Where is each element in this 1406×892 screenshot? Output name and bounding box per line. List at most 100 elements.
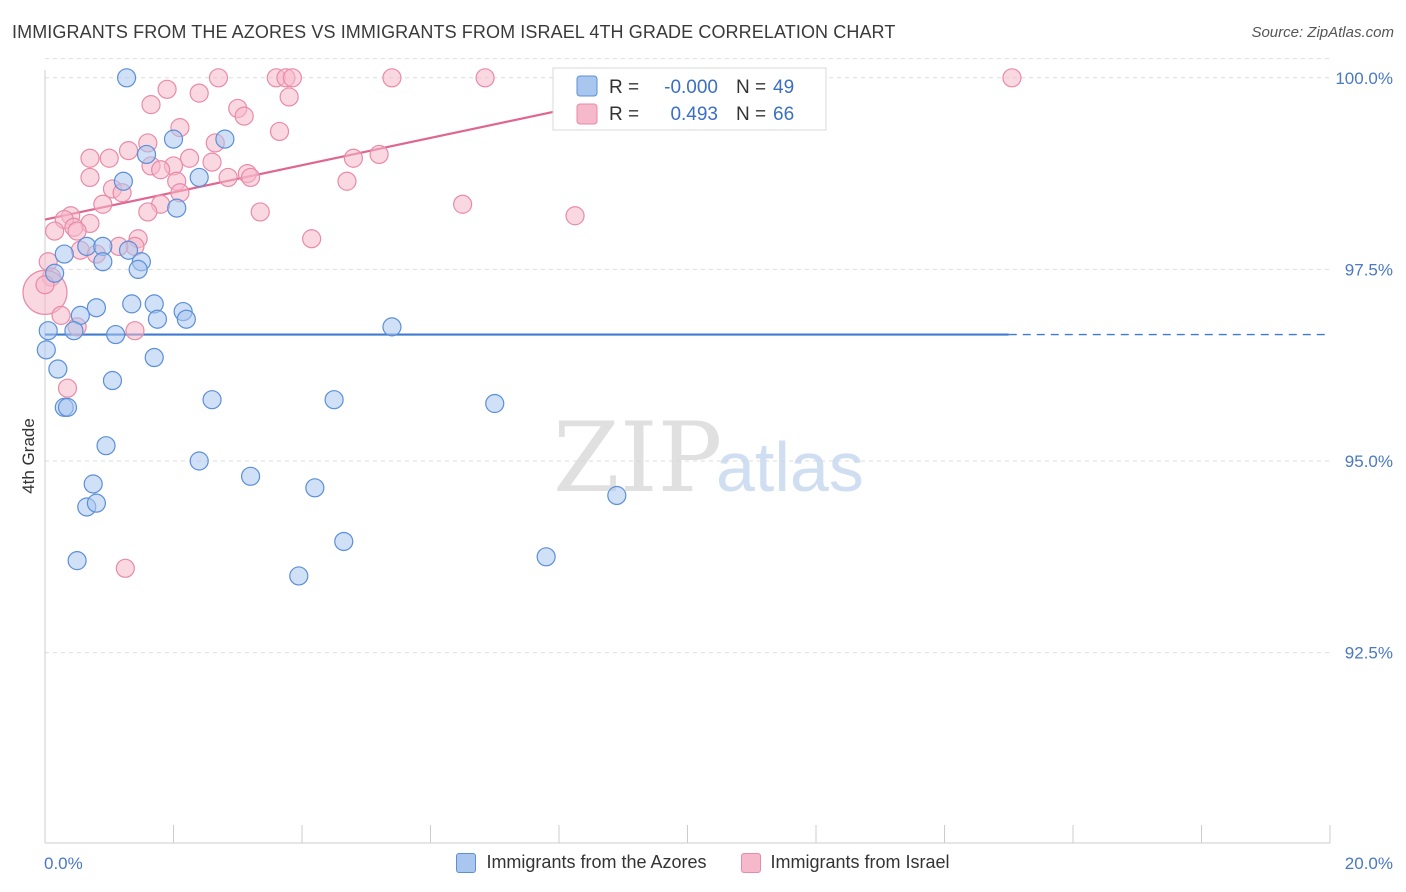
point-azores [382,317,402,337]
y-tick-label: 97.5% [1345,260,1393,279]
point-azores [113,171,133,191]
y-tick-label: 92.5% [1345,644,1393,663]
point-azores [167,198,187,218]
point-israel [337,171,357,191]
point-israel [382,68,402,88]
point-israel [99,148,119,168]
legend-n-value-israel: 66 [773,104,794,125]
point-israel [453,194,473,214]
point-israel [208,68,229,88]
legend-r-value-israel: 0.493 [670,104,718,125]
point-azores [189,167,209,188]
legend-swatch-israel-bottom [740,852,761,873]
point-azores [122,294,142,314]
y-axis-label: 4th Grade [19,418,38,494]
point-azores [289,566,309,586]
point-azores [176,309,196,329]
point-azores [96,436,116,456]
y-tick-label: 100.0% [1335,69,1393,88]
point-azores [334,531,354,552]
legend-r-label-israel: R = [609,104,639,125]
legend-swatch-azores [576,75,598,97]
point-israel [118,141,139,161]
point-israel [234,106,254,126]
point-israel [1002,68,1022,88]
point-azores [86,298,107,318]
tick-labels: 92.5% 95.0% 97.5% 100.0% 0.0% 20.0% [44,69,1393,873]
point-israel [125,321,145,341]
legend-n-label-israel: N = [736,104,766,125]
point-israel [250,202,270,222]
watermark-zip: ZIP [553,402,722,514]
point-israel [138,202,158,222]
point-azores [45,263,65,283]
point-azores [305,478,325,498]
point-israel [475,68,495,88]
point-azores [241,466,261,486]
legend-r-value-azores: -0.000 [664,77,718,98]
point-azores [215,129,235,149]
point-azores [67,551,87,571]
point-israel [57,378,78,398]
legend-n-value-azores: 49 [773,77,794,98]
legend-item-azores: Immigrants from the Azores [456,852,707,873]
point-israel [218,167,238,188]
point-israel [565,206,585,226]
x-tick-label: 0.0% [44,854,83,873]
point-azores [106,324,126,345]
point-azores [118,240,139,260]
point-israel [67,221,87,241]
point-azores [83,474,103,494]
point-azores [128,259,148,279]
legend-n-label-azores: N = [736,77,766,98]
legend-frame [552,67,827,131]
gridlines [45,58,1330,654]
point-azores [189,451,209,471]
point-israel [269,121,290,142]
point-israel [115,558,135,578]
point-azores [64,321,84,341]
point-azores [144,347,164,368]
correlation-legend: R = -0.000 N = 49 R = 0.493 N = 66 [552,67,827,131]
point-azores [86,493,107,513]
point-israel [343,148,363,168]
point-israel [45,221,65,241]
point-israel [179,148,200,168]
series-legend: Immigrants from the Azores Immigrants fr… [0,852,1406,873]
x-tick-label: 20.0% [1345,854,1393,873]
point-azores [77,236,97,257]
legend-r-label-azores: R = [609,77,639,98]
point-azores [136,144,157,165]
legend-swatch-azores-bottom [456,852,477,873]
chart-title: IMMIGRANTS FROM THE AZORES VS IMMIGRANTS… [12,22,896,42]
point-azores [48,359,68,379]
point-israel [279,87,299,107]
point-azores [163,129,184,149]
legend-label-israel: Immigrants from Israel [770,852,950,872]
point-israel [302,229,322,249]
point-israel [282,68,302,88]
point-israel [189,83,209,103]
point-israel [151,160,171,180]
point-azores [54,244,74,264]
source-credit: Source: ZipAtlas.com [1251,24,1394,41]
legend-item-israel: Immigrants from Israel [740,852,950,873]
point-azores [38,321,58,341]
point-israel [80,167,100,188]
point-israel [157,79,177,99]
point-israel [369,144,389,165]
point-azores [147,309,168,329]
data-points [22,68,1022,586]
point-azores [607,485,627,506]
point-israel [51,305,71,325]
point-israel [93,194,113,214]
point-israel [241,167,261,188]
point-azores [57,397,78,417]
point-azores [324,390,344,410]
point-azores [102,370,123,391]
point-israel [202,152,222,172]
point-azores [36,340,56,360]
y-tick-label: 95.0% [1345,452,1393,471]
point-azores [485,393,505,414]
